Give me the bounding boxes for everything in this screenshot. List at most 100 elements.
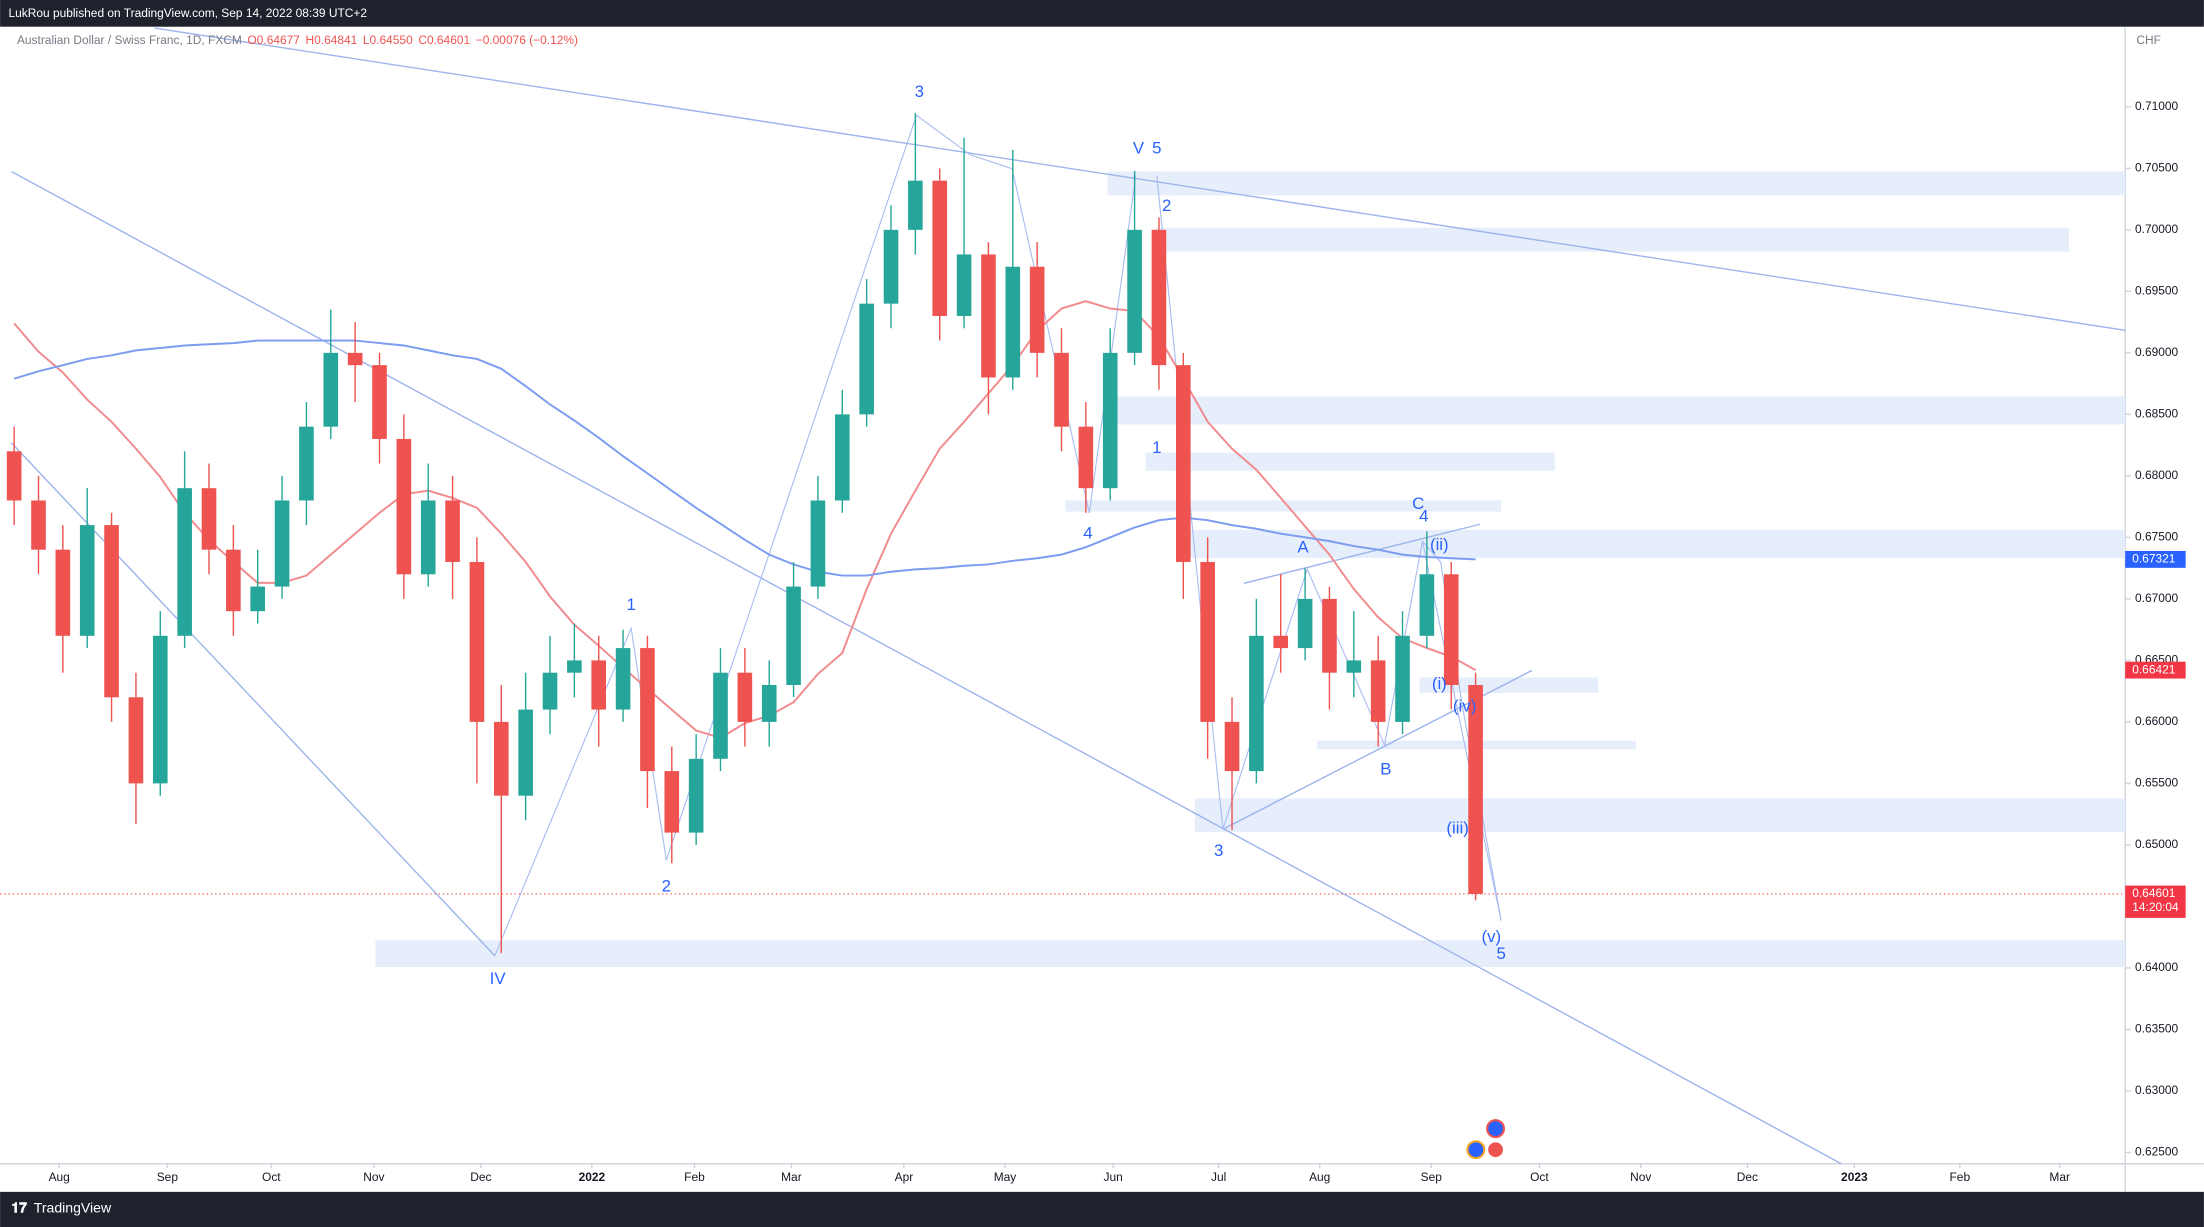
top-bar (0, 0, 2204, 27)
y-tick-label: 0.67000 (2135, 591, 2179, 605)
x-tick-label: Aug (1309, 1170, 1330, 1184)
price-tag (2125, 885, 2186, 918)
x-tick-label: Jun (1104, 1170, 1123, 1184)
wave-label: 5 (1496, 944, 1505, 963)
zone (1145, 452, 1555, 471)
candle-body (981, 254, 996, 378)
bottom-bar (0, 1191, 2204, 1227)
candle-body (493, 721, 509, 796)
wave-label: A (1297, 538, 1309, 557)
x-tick-label: Sep (1421, 1170, 1443, 1184)
price-tag (2125, 550, 2186, 568)
candle-body (274, 500, 290, 587)
candle-body (347, 352, 363, 366)
publisher-line: LukRou published on TradingView.com, Sep… (9, 6, 368, 20)
x-tick-label: 2023 (1841, 1170, 1868, 1184)
y-tick-label: 0.63000 (2135, 1083, 2179, 1097)
y-tick-label: 0.66000 (2135, 714, 2179, 728)
candle-body (810, 500, 826, 587)
legend: Australian Dollar / Swiss Franc, 1D, FXC… (17, 33, 578, 47)
y-tick-label: 0.64000 (2135, 960, 2179, 974)
flag-icon (1486, 1140, 1506, 1160)
wave-label: 1 (1152, 438, 1161, 457)
candle-body (469, 561, 485, 722)
x-tick-label: Jul (1211, 1170, 1226, 1184)
candle-body (420, 500, 436, 575)
candle-body (1054, 352, 1069, 427)
legend-ohlc: L0.64550 (363, 33, 413, 47)
candle-body (128, 697, 144, 784)
trend-line (1243, 523, 1481, 584)
candle-body (104, 525, 119, 698)
candle-body (177, 488, 192, 636)
legend-ohlc: O0.64677 (247, 33, 300, 47)
candle-body (1224, 721, 1240, 772)
candle-body (737, 672, 753, 722)
y-tick-label: 0.71000 (2135, 99, 2179, 113)
candle-body (445, 500, 460, 562)
candle-body (1249, 635, 1264, 772)
wave-label: IV (490, 969, 507, 988)
wave-label: (i) (1432, 674, 1447, 693)
candle-body (1370, 660, 1386, 722)
candle-body (761, 684, 777, 722)
price-tag-label: 0.66421 (2132, 662, 2176, 676)
candle-body (1297, 598, 1313, 649)
candle-body (1395, 635, 1410, 722)
x-tick-label: Feb (684, 1170, 705, 1184)
candle-body (226, 549, 241, 612)
candle-body (55, 549, 71, 636)
wave-label: (v) (1481, 927, 1501, 946)
y-tick-label: 0.67500 (2135, 530, 2179, 544)
x-tick-label: Sep (157, 1170, 179, 1184)
y-tick-label: 0.65000 (2135, 837, 2179, 851)
zone (1194, 798, 2126, 833)
candle-body (1127, 229, 1142, 353)
candle-body (591, 660, 607, 710)
wave-label: 4 (1083, 524, 1092, 543)
y-tick-label: 0.63500 (2135, 1022, 2179, 1036)
y-tick-label: 0.70000 (2135, 222, 2179, 236)
candle-body (1175, 365, 1191, 562)
wave-label: 3 (915, 82, 924, 101)
candle-body (859, 303, 874, 415)
y-tick-label: 0.68500 (2135, 407, 2179, 421)
candle-body (883, 229, 899, 304)
zone (1107, 171, 2126, 196)
x-tick-label: Dec (470, 1170, 491, 1184)
wave-label: (iii) (1446, 819, 1468, 838)
x-tick-label: Oct (1530, 1170, 1549, 1184)
candle-body (1078, 426, 1094, 489)
x-tick-label: Oct (262, 1170, 281, 1184)
legend-symbol: Australian Dollar / Swiss Franc, 1D, FXC… (17, 33, 242, 47)
candle-body (1443, 574, 1459, 685)
candle-body (1273, 635, 1289, 649)
flag-icon (1466, 1140, 1486, 1160)
zone (1419, 677, 1599, 693)
candle-body (6, 451, 22, 501)
candle-body (1151, 229, 1167, 366)
wave-label: 1 (626, 595, 635, 614)
candle-body (542, 672, 558, 710)
candle-body (640, 648, 655, 772)
candle-body (1200, 561, 1215, 722)
footer-brand: TradingView (34, 1199, 112, 1215)
wave-label: 3 (1214, 841, 1223, 860)
x-tick-label: Feb (1950, 1170, 1971, 1184)
zone (1155, 227, 2069, 252)
candle-body (615, 648, 631, 710)
candle-body (250, 586, 266, 612)
candle-body (664, 771, 680, 833)
price-tag-label: 0.67321 (2132, 552, 2176, 566)
wave-line (494, 114, 1137, 956)
wave-label: (ii) (1430, 535, 1449, 554)
candle-body (1468, 684, 1483, 894)
candle-body (567, 660, 582, 673)
candle-body (1102, 352, 1118, 489)
plot (0, 112, 2126, 954)
trend-line (154, 27, 2126, 331)
flags (1466, 1119, 1506, 1160)
labels: Australian Dollar / Swiss Franc, 1D, FXC… (17, 33, 2186, 1184)
